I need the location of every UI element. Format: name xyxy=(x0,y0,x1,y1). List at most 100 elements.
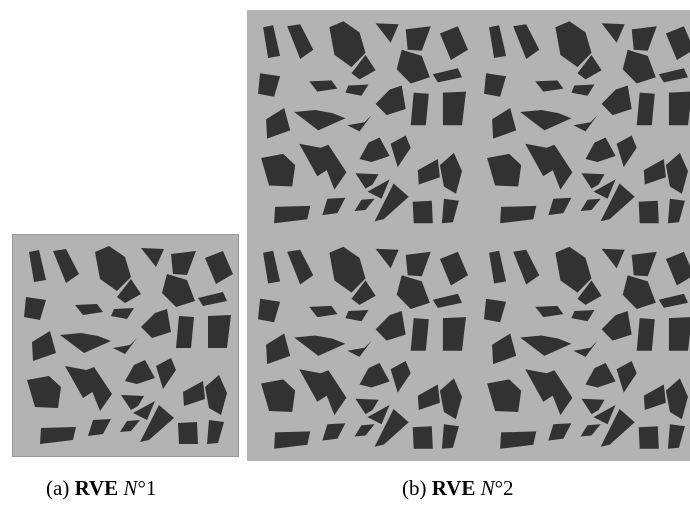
inclusion xyxy=(601,311,632,341)
inclusion xyxy=(375,248,399,269)
inclusion xyxy=(405,26,431,51)
inclusion xyxy=(258,73,281,97)
inclusion xyxy=(359,137,390,162)
inclusion xyxy=(601,85,632,116)
inclusion xyxy=(600,183,635,222)
caption-rve-2-prefix: (b) xyxy=(402,476,432,500)
inclusion xyxy=(636,92,655,126)
inclusion xyxy=(390,135,411,168)
inclusion xyxy=(121,395,144,410)
rve-1-panel xyxy=(12,234,239,457)
inclusion xyxy=(601,248,625,269)
inclusion xyxy=(84,367,112,411)
inclusion xyxy=(600,409,635,447)
inclusion xyxy=(351,280,376,305)
caption-rve-1-math-symbol: N xyxy=(123,476,138,500)
inclusion xyxy=(548,423,572,441)
inclusion xyxy=(439,26,468,60)
rve-2-panel xyxy=(247,10,690,461)
inclusion xyxy=(53,249,79,283)
inclusion xyxy=(24,297,46,320)
inclusion xyxy=(593,404,616,425)
inclusion xyxy=(555,21,592,68)
inclusion xyxy=(601,23,625,43)
inclusion xyxy=(294,335,346,356)
inclusion xyxy=(274,431,311,449)
inclusion xyxy=(432,293,462,308)
inclusion xyxy=(329,21,366,68)
inclusion xyxy=(263,250,281,284)
inclusion xyxy=(29,250,46,282)
inclusion xyxy=(535,305,564,318)
rve-2-image xyxy=(247,10,690,461)
inclusion xyxy=(571,310,595,322)
inclusion xyxy=(643,384,666,410)
inclusion xyxy=(441,424,459,449)
inclusion xyxy=(266,333,291,365)
inclusion xyxy=(117,279,141,303)
inclusion xyxy=(207,420,224,444)
inclusion xyxy=(156,358,176,389)
inclusion xyxy=(75,304,103,315)
inclusion xyxy=(417,384,440,410)
inclusion xyxy=(322,197,346,216)
inclusion xyxy=(442,91,466,126)
inclusion xyxy=(60,333,111,353)
inclusion xyxy=(571,84,595,96)
inclusion xyxy=(638,426,659,449)
inclusion xyxy=(500,205,537,224)
inclusion xyxy=(176,316,194,348)
inclusion xyxy=(577,280,602,305)
inclusion xyxy=(484,298,507,323)
inclusion xyxy=(548,197,572,216)
inclusion xyxy=(513,24,540,59)
inclusion xyxy=(439,378,462,420)
inclusion xyxy=(309,80,338,92)
inclusion xyxy=(287,24,314,59)
rve-1-image xyxy=(12,234,239,457)
inclusion xyxy=(412,426,433,449)
inclusion xyxy=(668,91,690,126)
inclusion xyxy=(492,108,517,139)
inclusion xyxy=(205,375,227,415)
inclusion xyxy=(441,198,459,224)
inclusion xyxy=(88,419,111,436)
inclusion xyxy=(266,108,291,139)
inclusion xyxy=(329,246,366,293)
inclusion xyxy=(171,251,196,275)
inclusion xyxy=(322,423,346,441)
inclusion xyxy=(581,173,605,189)
inclusion xyxy=(178,422,198,444)
inclusion xyxy=(351,54,376,80)
caption-rve-1-prefix: (a) xyxy=(46,476,75,500)
inclusion xyxy=(667,424,685,449)
caption-rve-1-math-rest: °1 xyxy=(137,476,157,500)
inclusion xyxy=(636,318,655,351)
inclusion xyxy=(439,251,468,286)
inclusion xyxy=(347,115,372,132)
inclusion xyxy=(345,310,369,322)
caption-rve-2-math-symbol: N xyxy=(480,476,495,500)
inclusion xyxy=(555,246,592,293)
inclusion xyxy=(263,25,281,58)
inclusion xyxy=(133,401,155,420)
inclusion xyxy=(487,153,522,187)
inclusion xyxy=(665,26,690,60)
inclusion xyxy=(318,370,347,416)
caption-rve-2-bold: RVE xyxy=(431,476,476,500)
inclusion xyxy=(396,49,430,84)
inclusion xyxy=(667,198,685,224)
inclusion xyxy=(27,376,61,408)
inclusion xyxy=(375,311,406,341)
caption-rve-1-bold: RVE xyxy=(74,476,119,500)
inclusion xyxy=(616,135,637,168)
inclusion xyxy=(396,275,430,309)
inclusion xyxy=(120,420,140,432)
inclusion xyxy=(593,179,616,199)
inclusion xyxy=(513,249,540,285)
inclusion xyxy=(374,409,409,447)
inclusion xyxy=(125,360,155,384)
inclusion xyxy=(631,26,657,51)
inclusion xyxy=(577,54,602,80)
inclusion xyxy=(111,308,134,319)
